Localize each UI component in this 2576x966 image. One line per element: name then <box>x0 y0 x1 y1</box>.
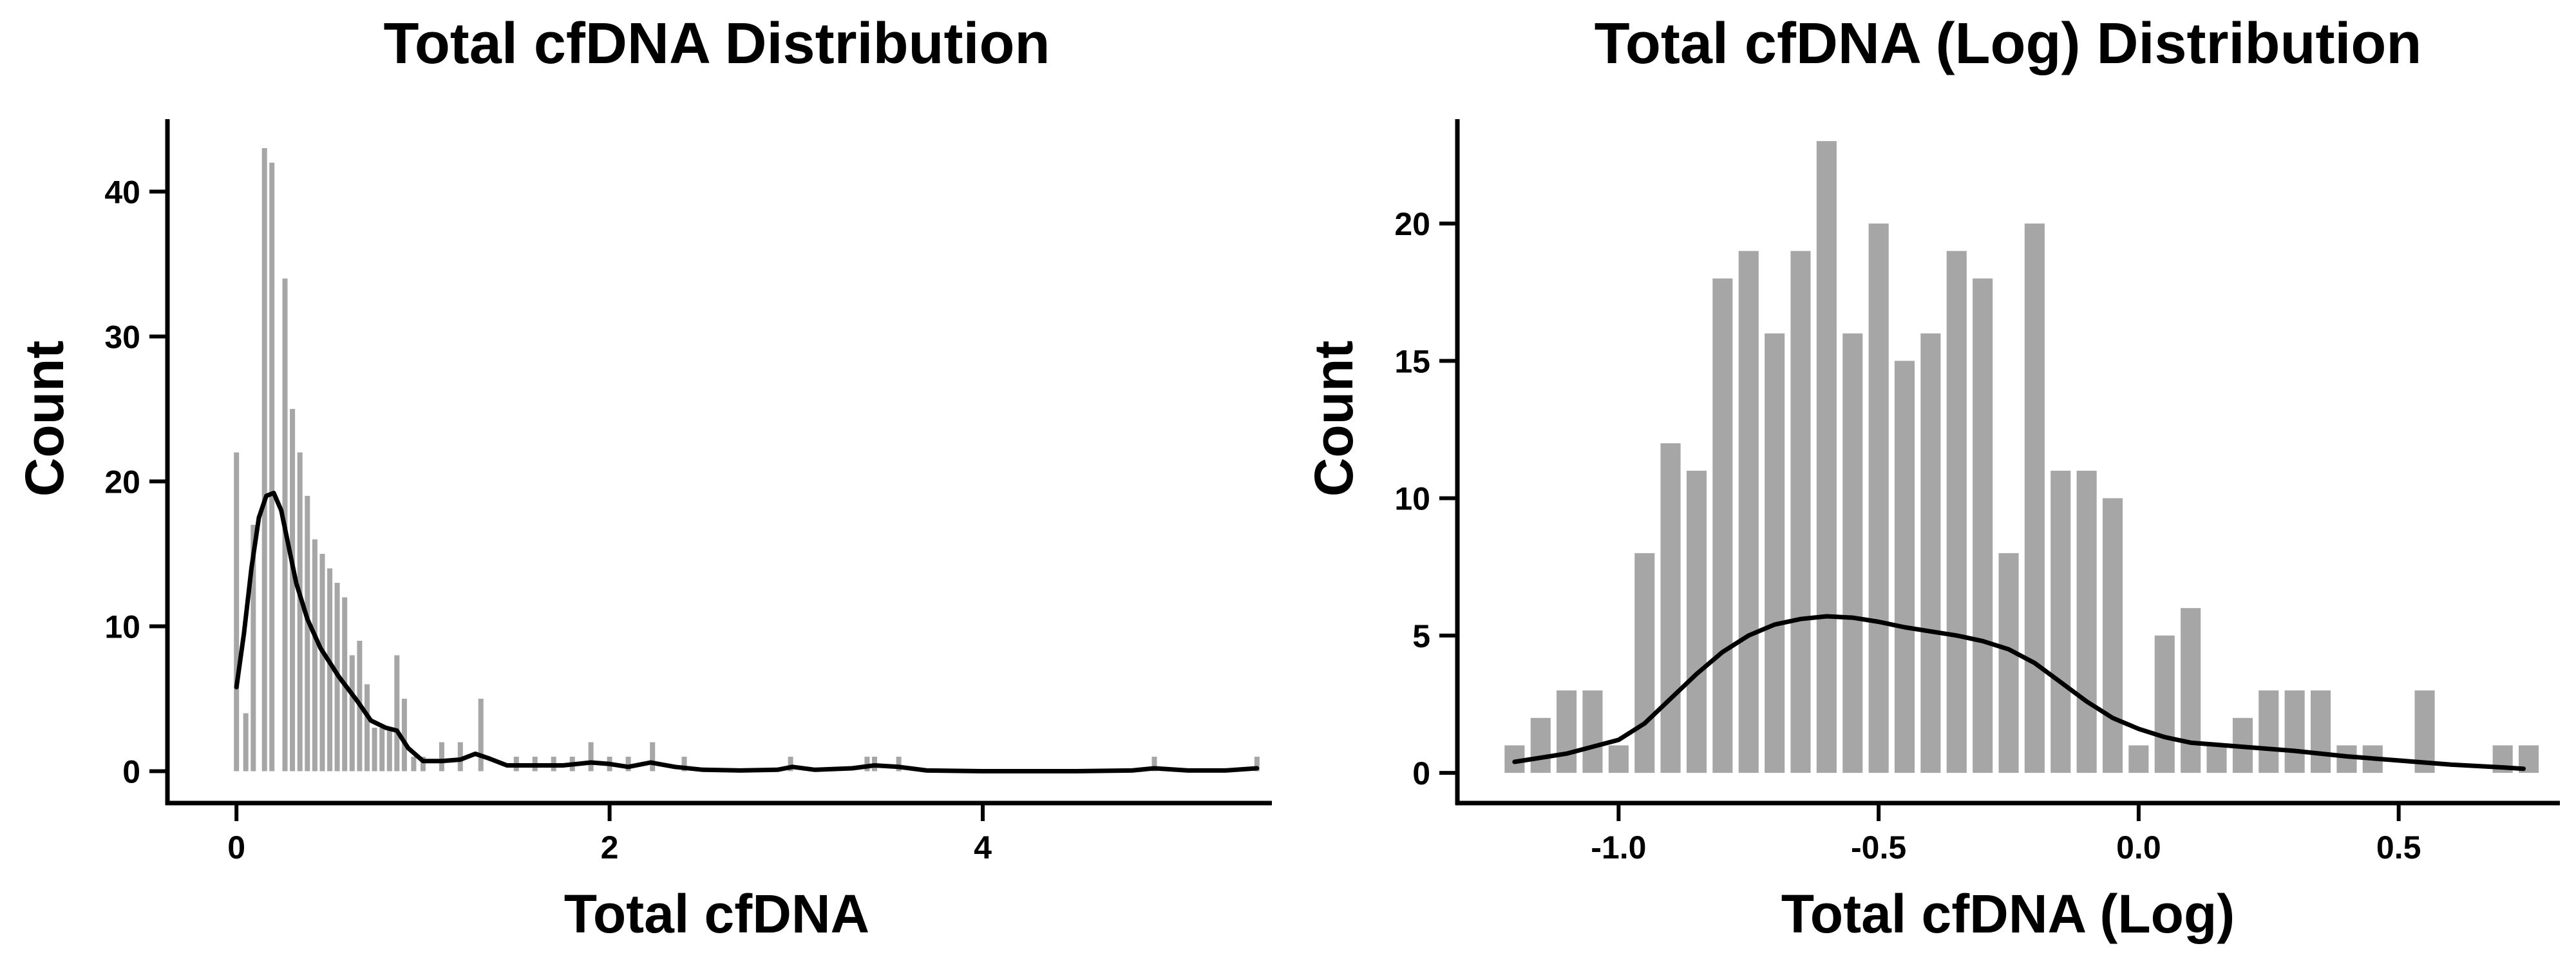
histogram-bar <box>1868 223 1889 773</box>
y-tick-label: 15 <box>1394 343 1430 379</box>
histogram-bar <box>394 655 400 772</box>
histogram-bar <box>1712 278 1733 773</box>
histogram-bar <box>2154 635 2175 773</box>
histogram-bar <box>1946 251 1967 773</box>
chart-title: Total cfDNA Distribution <box>384 12 1050 76</box>
histogram-bar <box>1151 757 1157 772</box>
histogram-bar <box>457 742 463 772</box>
histogram-bar <box>1660 443 1681 773</box>
y-tick-label: 40 <box>104 175 140 211</box>
histogram-bar <box>401 699 407 772</box>
kde-curve <box>1512 614 2526 772</box>
y-tick-label: 10 <box>104 609 140 645</box>
histogram-bar <box>2414 690 2435 773</box>
histogram-bar <box>269 162 275 772</box>
x-axis-label: Total cfDNA (Log) <box>1781 884 2235 944</box>
histogram-bar <box>2024 223 2045 773</box>
chart-panel-left: Total cfDNA Distribution 0 2 4 0 10 20 30 40 T… <box>14 12 1272 944</box>
y-tick-label: 10 <box>1394 481 1430 517</box>
histogram-bar <box>420 757 426 772</box>
y-tick-label: 0 <box>1412 755 1430 791</box>
histogram-bar <box>1608 745 1629 773</box>
x-tick-label: -1.0 <box>1591 829 1646 866</box>
histogram-bar <box>305 496 310 772</box>
histogram-bar <box>2103 498 2123 773</box>
histogram-bar <box>2284 690 2305 773</box>
x-tick-label: 4 <box>974 829 992 866</box>
histogram-bar <box>2206 745 2227 773</box>
histogram-bar <box>2076 470 2097 773</box>
kde-curve <box>234 491 1260 773</box>
histogram-bar <box>386 728 392 772</box>
histogram-bar <box>243 713 249 772</box>
histogram-bar <box>319 554 325 772</box>
histogram-bar <box>372 728 377 772</box>
histogram-bar <box>312 539 317 772</box>
histogram-bar <box>681 757 687 772</box>
x-tick-label: 0.5 <box>2376 829 2421 866</box>
x-tick-label: 0 <box>227 829 245 866</box>
chart-title: Total cfDNA (Log) Distribution <box>1595 12 2422 76</box>
histogram-bars <box>1504 141 2539 773</box>
histogram-bar <box>439 742 444 772</box>
x-ticks: -1.0 -0.5 0.0 0.5 <box>1591 803 2421 866</box>
histogram-bar <box>625 757 631 772</box>
y-axis-label: Count <box>1303 341 1364 497</box>
histogram-bar <box>896 757 902 772</box>
histogram-bar <box>261 148 267 772</box>
histogram-bar <box>1842 333 1863 773</box>
histogram-bar <box>1894 361 1915 773</box>
histogram-bar <box>1920 333 1941 773</box>
histogram-bar <box>1686 470 1707 773</box>
histogram-bar <box>1530 717 1551 773</box>
x-ticks: 0 2 4 <box>227 803 992 866</box>
x-tick-label: 2 <box>601 829 619 866</box>
y-ticks: 0 5 10 15 20 <box>1394 206 1457 791</box>
histogram-bar <box>2259 690 2279 773</box>
histogram-bar <box>864 757 870 772</box>
histogram-bar <box>588 742 594 772</box>
y-tick-label: 0 <box>122 754 140 790</box>
histogram-bar <box>379 728 385 772</box>
histogram-bar <box>2311 690 2331 773</box>
histogram-bar <box>327 568 333 772</box>
histogram-bar <box>1998 553 2019 773</box>
histogram-bar <box>650 742 656 772</box>
histogram-bar <box>290 409 296 772</box>
histogram-bar <box>251 525 256 772</box>
histogram-bar <box>349 655 355 772</box>
x-tick-label: 0.0 <box>2116 829 2161 866</box>
histogram-bar <box>1634 553 1655 773</box>
histogram-bar <box>1973 278 1993 773</box>
histogram-bar <box>478 699 484 772</box>
histogram-bar <box>1816 141 1837 773</box>
histogram-bar <box>2128 745 2149 773</box>
y-axis-label: Count <box>14 341 75 497</box>
histogram-bar <box>411 757 417 772</box>
histogram-bar <box>1738 251 1759 773</box>
histogram-bar <box>1582 690 1603 773</box>
histogram-bar <box>1254 757 1260 772</box>
chart-panel-right: Total cfDNA (Log) Distribution -1.0 -0.5 0… <box>1303 12 2560 944</box>
histogram-bar <box>2050 470 2071 773</box>
histogram-bar <box>1790 251 1811 773</box>
axes: 0 2 4 0 10 20 30 40 <box>104 119 1272 866</box>
histogram-bar <box>297 452 303 772</box>
y-tick-label: 20 <box>1394 206 1430 242</box>
y-ticks: 0 10 20 30 40 <box>104 175 167 790</box>
x-tick-label: -0.5 <box>1851 829 1906 866</box>
axes: -1.0 -0.5 0.0 0.5 0 5 10 15 20 <box>1394 119 2560 866</box>
y-tick-label: 5 <box>1412 618 1430 654</box>
y-tick-label: 20 <box>104 464 140 500</box>
histogram-bar <box>234 452 240 772</box>
histogram-bar <box>1765 333 1785 773</box>
histogram-bar <box>2181 608 2201 773</box>
y-tick-label: 30 <box>104 319 140 355</box>
histogram-bar <box>788 757 793 772</box>
histogram-bar <box>1557 690 1577 773</box>
x-axis-label: Total cfDNA <box>564 884 869 944</box>
histogram-bar <box>365 684 370 772</box>
